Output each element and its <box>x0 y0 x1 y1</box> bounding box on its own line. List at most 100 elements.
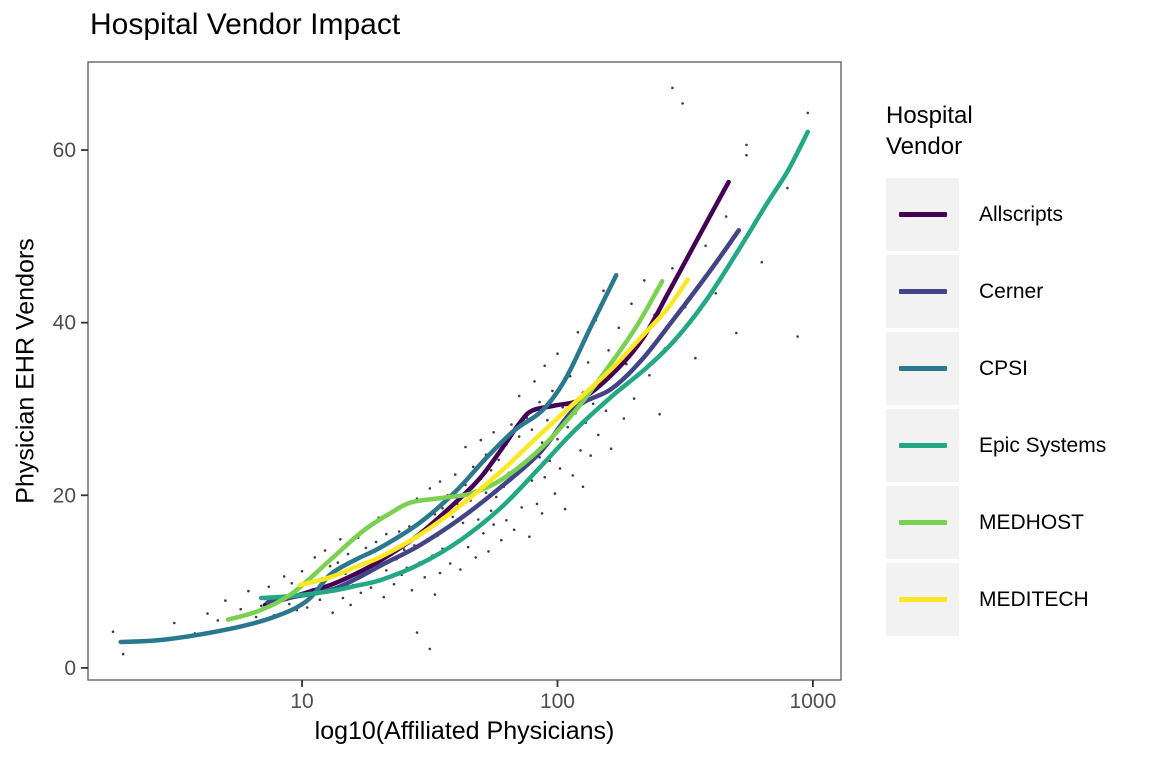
legend-key-line-icon <box>898 597 947 602</box>
scatter-point <box>482 532 485 535</box>
legend-key-swatch <box>886 563 959 636</box>
legend-entry-medhost: MEDHOST <box>886 486 1106 559</box>
scatter-point <box>438 571 442 575</box>
scatter-point <box>517 435 521 438</box>
y-tick-label: 0 <box>64 657 76 680</box>
scatter-point <box>597 433 600 437</box>
legend-key-swatch <box>886 332 959 405</box>
scatter-point <box>489 509 493 513</box>
scatter-point <box>341 596 345 600</box>
legend-label: Allscripts <box>979 202 1064 226</box>
legend-key-line-icon <box>898 289 947 294</box>
scatter-point <box>671 267 674 270</box>
scatter-point <box>704 244 707 248</box>
smooth-line-cerner <box>265 228 742 605</box>
legend-entry-cerner: Cerner <box>886 255 1106 328</box>
scatter-point <box>489 469 493 472</box>
scatter-point <box>540 512 544 515</box>
legend-label: MEDITECH <box>979 587 1089 611</box>
y-tick-label: 40 <box>53 312 76 335</box>
scatter-point <box>643 279 646 282</box>
scatter-point <box>535 502 539 506</box>
scatter-point <box>466 545 470 549</box>
scatter-point <box>336 561 340 564</box>
x-tick-label: 10 <box>290 690 313 713</box>
smooth-line-meditech <box>297 277 690 588</box>
scatter-point <box>305 606 309 609</box>
scatter-point <box>477 518 480 521</box>
scatter-point <box>259 604 263 608</box>
scatter-point <box>224 599 227 602</box>
scatter-point <box>604 409 608 413</box>
scatter-point <box>505 519 508 522</box>
scatter-point <box>546 418 549 422</box>
scatter-point <box>111 630 115 633</box>
scatter-point <box>454 473 457 476</box>
scatter-point <box>589 454 592 457</box>
scatter-point <box>500 538 503 542</box>
scatter-point <box>282 575 286 578</box>
scatter-point <box>530 428 534 432</box>
scatter-point <box>323 549 327 552</box>
scatter-point <box>553 492 557 495</box>
legend: Hospital Vendor Allscripts Cerner CPSI Epic… <box>886 100 1106 636</box>
scatter-point <box>402 548 406 551</box>
scatter-point <box>543 475 546 479</box>
scatter-point <box>438 480 442 483</box>
scatter-point <box>328 564 332 568</box>
scatter-point <box>428 647 432 651</box>
scatter-point <box>173 621 176 625</box>
scatter-point <box>533 380 536 383</box>
panel-border <box>87 61 842 681</box>
legend-key-line-icon <box>898 520 947 525</box>
scatter-point <box>492 431 495 434</box>
scatter-point <box>318 598 322 601</box>
scatter-point <box>796 335 799 338</box>
smooth-line-epic-systems <box>258 129 811 601</box>
scatter-point <box>451 515 455 519</box>
scatter-point <box>681 102 684 105</box>
scatter-point <box>206 612 209 615</box>
scatter-point <box>745 153 748 157</box>
legend-key-swatch <box>886 255 959 328</box>
scatter-point <box>609 447 613 451</box>
scatter-point <box>216 619 220 622</box>
scatter-point <box>331 611 335 614</box>
x-tick-label: 100 <box>540 690 575 713</box>
scatter-point <box>492 523 495 526</box>
scatter-point <box>530 479 534 482</box>
chart-title: Hospital Vendor Impact <box>90 8 401 41</box>
scatter-point <box>579 449 582 452</box>
scatter-point <box>551 389 554 393</box>
scatter-point <box>556 352 559 356</box>
scatter-point <box>487 550 490 553</box>
legend-key-swatch <box>886 486 959 559</box>
scatter-point <box>392 582 396 586</box>
scatter-point <box>528 535 531 538</box>
scatter-point <box>806 111 810 115</box>
scatter-point <box>745 143 748 147</box>
scatter-point <box>461 521 465 525</box>
scatter-point <box>313 556 317 559</box>
legend-key-line-icon <box>898 366 947 371</box>
legend-label: CPSI <box>979 356 1029 380</box>
scatter-point <box>410 588 414 592</box>
scatter-point <box>724 215 728 218</box>
scatter-point <box>786 186 789 190</box>
scatter-point <box>433 593 437 596</box>
scatter-point <box>359 591 363 595</box>
scatter-point <box>346 552 350 556</box>
scatter-point <box>239 607 242 611</box>
legend-entry-allscripts: Allscripts <box>886 178 1106 251</box>
scatter-point <box>349 603 352 607</box>
scatter-point <box>694 356 697 360</box>
scatter-point <box>520 506 523 509</box>
scatter-point <box>415 631 419 634</box>
legend-entry-epic-systems: Epic Systems <box>886 409 1106 482</box>
legend-entry-meditech: MEDITECH <box>886 563 1106 636</box>
scatter-point <box>543 364 546 368</box>
scatter-point <box>339 538 342 541</box>
scatter-point <box>538 400 541 404</box>
